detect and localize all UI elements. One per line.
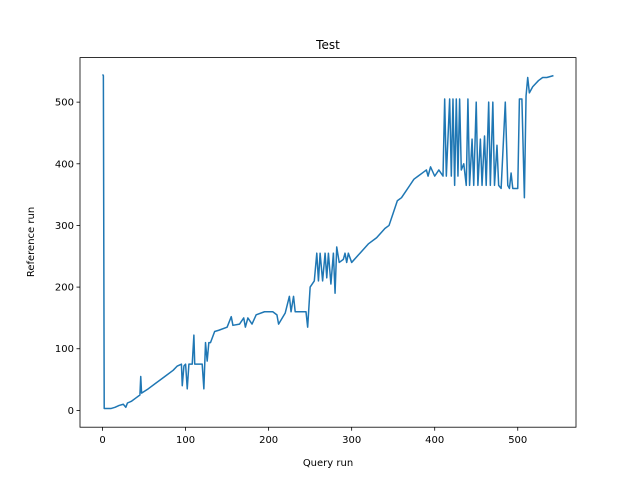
axes-frame — [79, 57, 577, 428]
x-tick-label: 500 — [508, 435, 527, 446]
y-tick-label: 400 — [55, 159, 74, 170]
data-line — [101, 73, 554, 410]
y-tick-label: 300 — [55, 221, 74, 232]
x-tick-label: 200 — [259, 435, 278, 446]
chart-title: Test — [315, 38, 340, 52]
x-tick-label: 300 — [342, 435, 361, 446]
y-tick-label: 500 — [55, 98, 74, 109]
x-tick-label: 400 — [425, 435, 444, 446]
y-tick-label: 200 — [55, 283, 74, 294]
x-tick-label: 100 — [176, 435, 195, 446]
y-axis-label: Reference run — [26, 207, 37, 277]
x-axis-label: Query run — [303, 458, 353, 469]
y-tick-label: 100 — [55, 344, 74, 355]
x-tick-label: 0 — [99, 435, 105, 446]
y-tick-label: 0 — [68, 406, 74, 417]
